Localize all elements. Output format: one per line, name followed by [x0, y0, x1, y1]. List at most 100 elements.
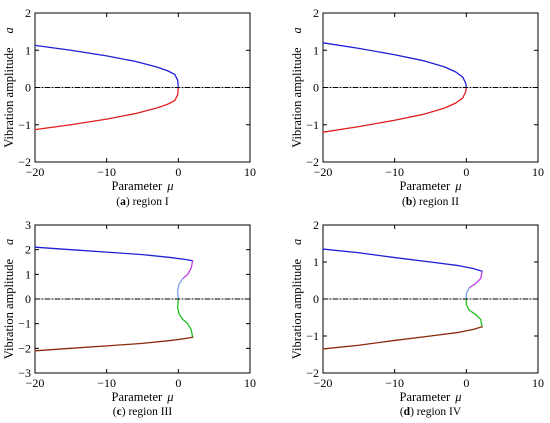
y-axis-label: Vibration amplitude a: [2, 239, 16, 360]
x-tick-label: −10: [97, 376, 116, 390]
caption-paren-close: ): [126, 196, 130, 208]
x-axis-label: Parameter μ: [112, 390, 174, 404]
caption-paren-open: (: [402, 196, 406, 208]
y-axis-label-symbol: a: [2, 27, 16, 33]
y-axis-label-text: Vibration amplitude: [2, 259, 16, 360]
x-axis-label-symbol: μ: [454, 390, 461, 404]
x-tick-label: 0: [175, 376, 181, 390]
series-line-5: [34, 336, 194, 352]
y-tick-label: −2: [306, 366, 319, 380]
y-tick-label: 2: [25, 6, 31, 20]
caption-text: region II: [416, 196, 459, 208]
y-tick-label: −1: [18, 317, 31, 331]
x-tick-label: 10: [532, 376, 544, 390]
x-axis-label: Parameter μ: [400, 179, 462, 193]
caption-letter: d: [404, 406, 411, 418]
y-tick-label: −2: [306, 155, 319, 169]
x-tick-label: 10: [244, 165, 256, 179]
series-line-2: [181, 260, 194, 280]
y-tick-label: 0: [313, 292, 319, 306]
x-axis-label: Parameter μ: [400, 390, 462, 404]
y-axis-label-symbol: a: [290, 239, 304, 245]
y-tick-label: 2: [313, 6, 319, 20]
caption-paren-close: ): [122, 406, 126, 418]
x-tick-label: −20: [26, 376, 45, 390]
y-tick-label: 3: [25, 218, 31, 232]
series-line-2: [468, 270, 483, 289]
panel-caption: (d) region IV: [400, 406, 462, 418]
panel-caption: (b) region II: [402, 196, 459, 208]
y-tick-label: −3: [18, 366, 31, 380]
x-tick-label: 10: [244, 376, 256, 390]
series-line-1: [34, 44, 179, 89]
series-line-3: [465, 287, 470, 300]
caption-letter: b: [406, 196, 412, 208]
y-tick-label: 1: [313, 43, 319, 57]
caption-paren-open: (: [116, 196, 120, 208]
y-tick-label: 2: [25, 243, 31, 257]
y-axis-label-symbol: a: [2, 239, 16, 245]
y-axis-label: Vibration amplitude a: [290, 27, 304, 148]
x-axis-label-symbol: μ: [166, 390, 173, 404]
caption-paren-close: ): [410, 406, 414, 418]
y-tick-label: 1: [25, 43, 31, 57]
y-tick-label: 1: [313, 255, 319, 269]
x-axis-label-symbol: μ: [166, 179, 173, 193]
series-line-5: [322, 326, 483, 350]
x-tick-label: −20: [314, 376, 333, 390]
series-line-1: [322, 42, 467, 89]
x-tick-label: 0: [463, 376, 469, 390]
x-tick-label: −10: [97, 165, 116, 179]
x-tick-label: −20: [314, 165, 333, 179]
x-axis-label-text: Parameter: [112, 390, 164, 404]
x-tick-label: −10: [385, 165, 404, 179]
y-axis-label-text: Vibration amplitude: [290, 259, 304, 360]
series-line-3: [176, 278, 184, 300]
caption-letter: c: [117, 406, 122, 418]
y-tick-label: 0: [25, 292, 31, 306]
x-axis-label-text: Parameter: [400, 390, 452, 404]
series-line-4: [176, 298, 194, 338]
caption-paren-open: (: [400, 406, 404, 418]
caption-text: region IV: [414, 406, 462, 418]
y-tick-label: −2: [18, 341, 31, 355]
x-axis-label-symbol: μ: [454, 179, 461, 193]
panel-caption: (a) region I: [116, 196, 169, 208]
caption-text: region I: [130, 196, 169, 208]
y-axis-label-text: Vibration amplitude: [2, 47, 16, 148]
x-tick-label: −10: [385, 376, 404, 390]
series-line-2: [322, 86, 467, 133]
caption-paren-close: ): [412, 196, 416, 208]
y-tick-label: −1: [306, 118, 319, 132]
x-axis-label: Parameter μ: [112, 179, 174, 193]
x-tick-label: −20: [26, 165, 45, 179]
y-tick-label: 0: [25, 81, 31, 95]
y-tick-label: 0: [313, 81, 319, 95]
x-axis-label-text: Parameter: [112, 179, 164, 193]
series-line-2: [34, 86, 179, 131]
y-axis-label: Vibration amplitude a: [290, 239, 304, 360]
x-tick-label: 10: [532, 165, 544, 179]
y-axis-label: Vibration amplitude a: [2, 27, 16, 148]
y-tick-label: 1: [25, 267, 31, 281]
y-tick-label: −1: [306, 329, 319, 343]
caption-paren-open: (: [113, 406, 117, 418]
caption-text: region III: [126, 406, 173, 418]
y-tick-label: −1: [18, 118, 31, 132]
x-tick-label: 0: [175, 165, 181, 179]
panel-caption: (c) region III: [113, 406, 173, 418]
y-tick-label: −2: [18, 155, 31, 169]
series-line-1: [322, 248, 483, 272]
y-axis-label-text: Vibration amplitude: [290, 47, 304, 148]
y-axis-label-symbol: a: [290, 27, 304, 33]
x-axis-label-text: Parameter: [400, 179, 452, 193]
caption-letter: a: [120, 196, 126, 208]
x-tick-label: 0: [463, 165, 469, 179]
y-tick-label: 2: [313, 218, 319, 232]
series-line-4: [465, 298, 483, 328]
